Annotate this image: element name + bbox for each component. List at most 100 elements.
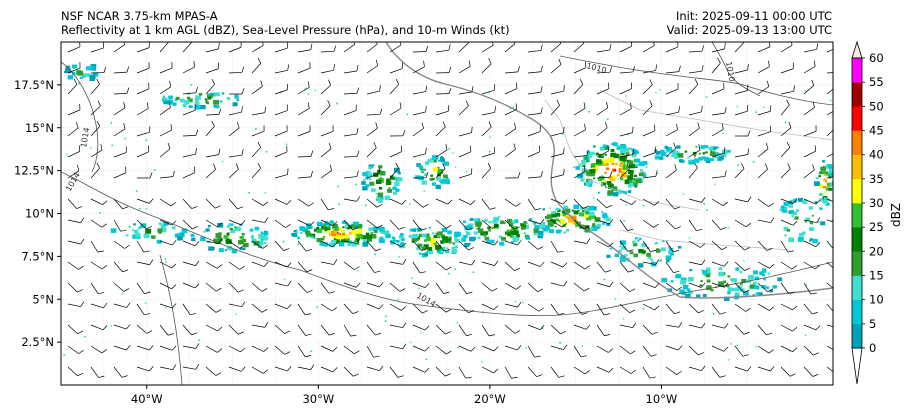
wind-barb (642, 303, 660, 311)
reflectivity-cell (557, 219, 561, 222)
reflectivity-cell (164, 306, 167, 309)
reflectivity-cell (392, 186, 397, 190)
wind-barb (458, 240, 474, 251)
reflectivity-cell (579, 174, 584, 178)
reflectivity-cell (336, 231, 339, 234)
reflectivity-cell (475, 222, 481, 227)
reflectivity-cell (322, 235, 326, 238)
wind-barb (504, 122, 517, 137)
wind-barb (642, 259, 660, 265)
reflectivity-cell (607, 118, 609, 120)
wind-barb (389, 162, 399, 179)
colorbar-tick-label: 15 (869, 269, 884, 283)
reflectivity-cell (811, 214, 814, 217)
wind-barb (182, 198, 198, 209)
reflectivity-cell (701, 156, 706, 160)
reflectivity-cell (718, 153, 721, 156)
reflectivity-cell (416, 236, 421, 240)
reflectivity-cell (167, 99, 173, 105)
wind-barb (573, 324, 591, 330)
reflectivity-cell (655, 150, 661, 155)
wind-barb (458, 259, 476, 266)
reflectivity-cell (596, 224, 602, 228)
reflectivity-cell (632, 182, 638, 187)
reflectivity-cell (340, 239, 345, 243)
reflectivity-cell (831, 219, 833, 221)
wind-barb (596, 261, 611, 273)
reflectivity-cell (416, 238, 419, 241)
wind-barb (251, 282, 268, 292)
reflectivity-cell (732, 288, 737, 292)
reflectivity-cell (823, 197, 827, 200)
reflectivity-cell (111, 144, 113, 147)
wind-barb (757, 105, 772, 116)
wind-barb (67, 282, 83, 293)
reflectivity-cell (592, 163, 597, 167)
reflectivity-cell (215, 239, 222, 245)
wind-barb (435, 121, 446, 137)
reflectivity-cell (827, 166, 830, 169)
reflectivity-cell (63, 354, 65, 356)
wind-barb (366, 42, 378, 53)
reflectivity-cell (353, 221, 359, 226)
reflectivity-cell (529, 218, 533, 221)
reflectivity-cell (525, 347, 527, 349)
wind-barb (734, 345, 749, 357)
reflectivity-cell (110, 324, 112, 327)
wind-barb (619, 198, 637, 206)
reflectivity-cell (713, 146, 718, 150)
wind-barb (228, 88, 245, 95)
reflectivity-cell (480, 231, 486, 236)
wind-barb (780, 99, 790, 116)
wind-barb (688, 197, 706, 203)
wind-barb (159, 345, 177, 351)
wind-barb (619, 42, 633, 53)
reflectivity-cell (754, 276, 760, 281)
reflectivity-cell (620, 190, 624, 194)
reflectivity-cell (595, 152, 600, 156)
reflectivity-cell (188, 105, 192, 108)
reflectivity-cell (735, 267, 740, 271)
reflectivity-cell (825, 172, 829, 176)
reflectivity-cell (77, 70, 84, 76)
wind-barb (688, 259, 706, 266)
reflectivity-cell (758, 292, 763, 296)
wind-barb (435, 366, 451, 377)
reflectivity-cell (217, 222, 224, 228)
reflectivity-cell (514, 301, 516, 303)
wind-barb (297, 303, 312, 316)
wind-barb (205, 120, 215, 137)
wind-barb (711, 240, 728, 251)
wind-barb (389, 240, 407, 248)
reflectivity-cell (797, 237, 804, 242)
reflectivity-cell (507, 220, 510, 223)
wind-barb (389, 62, 403, 74)
wind-barb (274, 42, 289, 53)
reflectivity-cell (365, 177, 369, 180)
reflectivity-cell (817, 241, 819, 243)
reflectivity-cell (342, 220, 346, 224)
reflectivity-cell (639, 169, 644, 172)
wind-barb (665, 219, 681, 230)
wind-barb (366, 167, 380, 179)
wind-barb (780, 282, 795, 294)
colorbar-label: dBZ (889, 203, 903, 227)
wind-barb (228, 261, 245, 270)
wind-barb (366, 85, 381, 95)
reflectivity-cell (603, 158, 609, 163)
wind-barb (205, 282, 222, 292)
wind-barb (711, 345, 729, 352)
reflectivity-cell (440, 158, 445, 163)
wind-barb (780, 198, 798, 204)
wind-barb (412, 240, 428, 251)
wind-barb (343, 366, 359, 377)
reflectivity-cell (825, 165, 828, 168)
wind-barb (67, 145, 81, 158)
reflectivity-cell (631, 165, 635, 168)
wind-barb (205, 163, 217, 179)
wind-barb (550, 42, 562, 53)
wind-barb (734, 282, 750, 293)
reflectivity-cell (351, 229, 358, 235)
wind-barb (274, 240, 290, 251)
